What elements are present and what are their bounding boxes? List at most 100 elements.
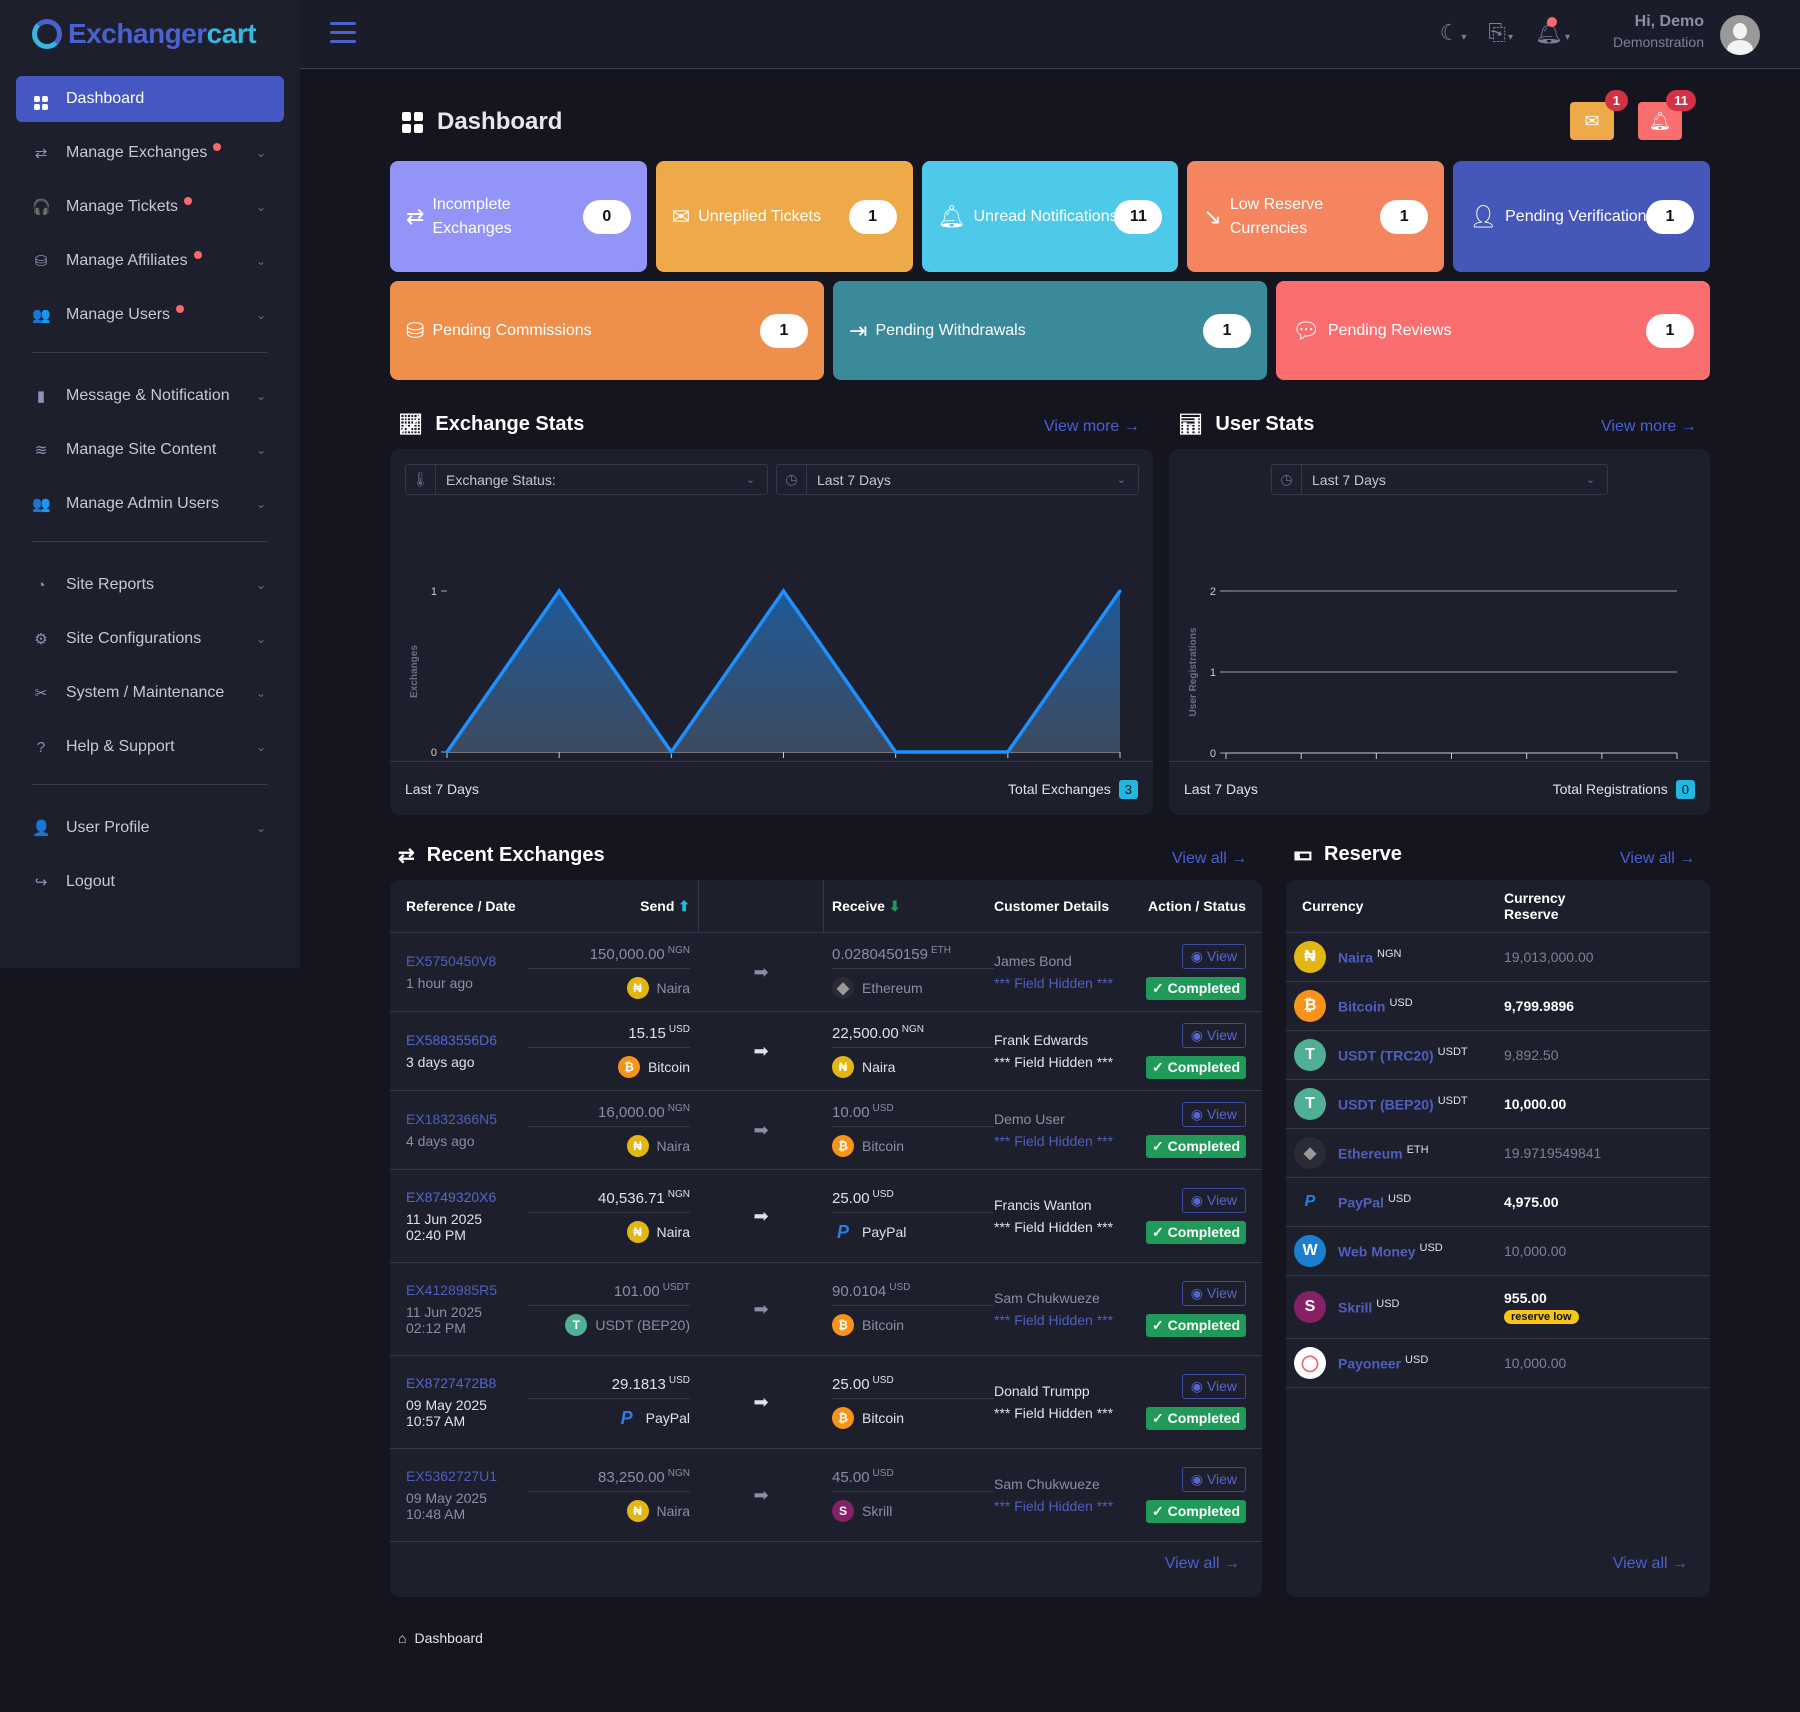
card-pending-verification[interactable]: 👤︎ Pending Verification 1	[1453, 161, 1710, 272]
exchange-date: 11 Jun 2025	[406, 1304, 483, 1320]
card-unreplied-tickets[interactable]: ✉︎ Unreplied Tickets 1	[655, 161, 913, 272]
sidebar-item-site-configurations[interactable]: ⚙ Site Configurations ⌄	[16, 616, 284, 662]
theme-toggle-icon[interactable]: ☾ ▾	[1439, 20, 1467, 45]
notifications-quick-button[interactable]: 🔔︎ 11	[1638, 90, 1696, 140]
user-greeting: Hi, Demo	[1634, 13, 1704, 30]
sidebar-item-manage-tickets[interactable]: 🎧 Manage Tickets ⌄	[16, 184, 284, 230]
sidebar-item-manage-admin-users[interactable]: 👥 Manage Admin Users ⌄	[16, 481, 284, 527]
home-icon[interactable]: ⌂	[398, 1630, 407, 1646]
view-button[interactable]: ◉ View	[1181, 944, 1246, 969]
send-amount: 40,536.71	[598, 1190, 665, 1207]
card-icon: ✉︎	[671, 203, 691, 229]
customer-name: James Bond	[994, 953, 1072, 969]
send-coin-name: USDT (BEP20)	[595, 1317, 690, 1333]
page-title-text: Dashboard	[437, 108, 563, 135]
sidebar-item-label: Manage Tickets	[66, 198, 179, 215]
currency-link[interactable]: Skrill USD	[1338, 1298, 1400, 1316]
status-badge: ✓ Completed	[1146, 1221, 1246, 1244]
sidebar-item-help-support[interactable]: ? Help & Support ⌄	[16, 724, 284, 770]
exchange-row: EX4128985R5 11 Jun 2025 02:12 PM 101.00 USD…	[390, 1263, 1262, 1356]
currency-link[interactable]: Web Money USD	[1338, 1242, 1443, 1260]
card-icon: 💬︎	[1292, 317, 1320, 343]
currency-link[interactable]: USDT (BEP20) USDT	[1338, 1095, 1468, 1113]
exchange-reference-link[interactable]: EX8749320X6	[406, 1189, 497, 1205]
currency-link[interactable]: Ethereum ETH	[1338, 1144, 1429, 1162]
view-button[interactable]: ◉ View	[1181, 1467, 1246, 1492]
recent-footer-view-all[interactable]: View all →	[1164, 1555, 1240, 1572]
y-tick-label: 0	[431, 747, 437, 759]
exchange-stats-view-more[interactable]: View more →	[1044, 418, 1140, 435]
exchange-status-select[interactable]: 🌡︎ Exchange Status: ⌄	[405, 464, 768, 495]
card-low-reserve-currencies[interactable]: ↘︎ Low Reserve Currencies 1	[1187, 161, 1445, 272]
breadcrumb-item[interactable]: Dashboard	[414, 1630, 483, 1646]
currency-link[interactable]: Bitcoin USD	[1338, 997, 1413, 1015]
exchange-time: 02:12 PM	[406, 1320, 466, 1336]
customer-hidden-field: *** Field Hidden ***	[994, 1133, 1114, 1149]
sidebar-item-message-notification[interactable]: ▮ Message & Notification ⌄	[16, 373, 284, 419]
col-customer: Customer Details	[994, 898, 1110, 914]
bitcoin-icon: ₿	[1294, 990, 1326, 1022]
language-icon[interactable]: ⎘ ▾	[1488, 20, 1514, 45]
card-incomplete-exchanges[interactable]: ⇄︎ Incomplete Exchanges 0	[390, 161, 647, 272]
nav-icon: ⛁	[34, 253, 48, 270]
reserve-row: W Web Money USD 10,000.00	[1286, 1227, 1710, 1276]
sidebar-item-dashboard[interactable]: Dashboard	[16, 76, 284, 122]
view-button[interactable]: ◉ View	[1181, 1023, 1246, 1048]
exchange-period-select[interactable]: ◷ Last 7 Days ⌄	[776, 464, 1139, 495]
status-badge: ✓ Completed	[1146, 1407, 1246, 1430]
view-button[interactable]: ◉ View	[1181, 1102, 1246, 1127]
nav-icon: ?	[36, 738, 46, 756]
reserve-title: Reserve	[1324, 843, 1402, 865]
exchange-reference-link[interactable]: EX5883556D6	[406, 1032, 498, 1048]
total-registrations-label: Total Registrations	[1552, 780, 1668, 797]
currency-link[interactable]: Naira NGN	[1338, 948, 1402, 966]
reserve-row: S Skrill USD 955.00 reserve low	[1286, 1276, 1710, 1339]
currency-link[interactable]: Payoneer USD	[1338, 1354, 1429, 1372]
sidebar-item-logout[interactable]: ↪ Logout	[16, 859, 284, 905]
sidebar-item-user-profile[interactable]: 👤 User Profile ⌄	[16, 805, 284, 851]
sidebar-item-manage-site-content[interactable]: ≋ Manage Site Content ⌄	[16, 427, 284, 473]
view-button[interactable]: ◉ View	[1181, 1374, 1246, 1399]
currency-link[interactable]: PayPal USD	[1338, 1193, 1412, 1211]
notifications-bell-icon[interactable]: 🔔︎ ▾	[1535, 17, 1570, 46]
user-stats-view-more[interactable]: View more →	[1601, 418, 1697, 435]
exchange-reference-link[interactable]: EX4128985R5	[406, 1282, 498, 1298]
card-pending-commissions[interactable]: ⛁︎ Pending Commissions 1	[390, 281, 824, 380]
receive-coin-name: Bitcoin	[862, 1138, 905, 1154]
reserve-view-all-link[interactable]: View all →	[1620, 850, 1696, 867]
user-period-select[interactable]: ◷ Last 7 Days ⌄	[1271, 464, 1608, 495]
col-reference: Reference / Date	[406, 898, 516, 914]
sidebar-item-manage-users[interactable]: 👥 Manage Users ⌄	[16, 292, 284, 338]
y-tick-label: 2	[1210, 586, 1216, 598]
exchange-reference-link[interactable]: EX5362727U1	[406, 1468, 498, 1484]
reserve-value: 4,975.00	[1504, 1194, 1559, 1210]
brand-logo[interactable]: Exchanger cart	[32, 18, 257, 50]
user-menu[interactable]: Hi, Demo Demonstration	[1613, 13, 1704, 50]
reserve-panel: Currency Currency Reserve ₦ Naira NGN 19,01…	[1286, 880, 1710, 1597]
card-pending-withdrawals[interactable]: ⇥︎ Pending Withdrawals 1	[833, 281, 1267, 380]
thermometer-icon: 🌡︎	[406, 465, 436, 494]
exchange-reference-link[interactable]: EX8727472B8	[406, 1375, 497, 1391]
exchange-reference-link[interactable]: EX1832366N5	[406, 1111, 498, 1127]
card-unread-notifications[interactable]: 🔔︎ Unread Notifications 11	[921, 161, 1179, 272]
tickets-quick-button[interactable]: ✉ 1	[1570, 90, 1628, 140]
avatar[interactable]	[1720, 15, 1760, 55]
card-label: Unreplied Tickets	[698, 207, 821, 225]
view-button[interactable]: ◉ View	[1181, 1188, 1246, 1213]
card-icon: 🔔︎	[937, 203, 966, 229]
sidebar-item-system-maintenance[interactable]: ✂ System / Maintenance ⌄	[16, 670, 284, 716]
sidebar-item-manage-exchanges[interactable]: ⇄ Manage Exchanges ⌄	[16, 130, 284, 176]
recent-view-all-link[interactable]: View all →	[1172, 850, 1248, 867]
data-point	[669, 750, 673, 754]
menu-toggle-icon[interactable]	[330, 22, 356, 49]
customer-hidden-field: *** Field Hidden ***	[994, 1405, 1114, 1421]
reserve-footer-view-all[interactable]: View all →	[1612, 1555, 1688, 1572]
sidebar-item-manage-affiliates[interactable]: ⛁ Manage Affiliates ⌄	[16, 238, 284, 284]
exchange-reference-link[interactable]: EX5750450V8	[406, 953, 497, 969]
view-button[interactable]: ◉ View	[1181, 1281, 1246, 1306]
sidebar-item-site-reports[interactable]: ◔ Site Reports ⌄	[16, 562, 284, 608]
tickets-badge: 1	[1604, 90, 1628, 111]
card-pending-reviews[interactable]: 💬︎ Pending Reviews 1	[1276, 281, 1710, 380]
exchange-row: EX5750450V8 1 hour ago 150,000.00 NGN ₦ Nair…	[390, 933, 1262, 1012]
currency-link[interactable]: USDT (TRC20) USDT	[1338, 1046, 1468, 1064]
